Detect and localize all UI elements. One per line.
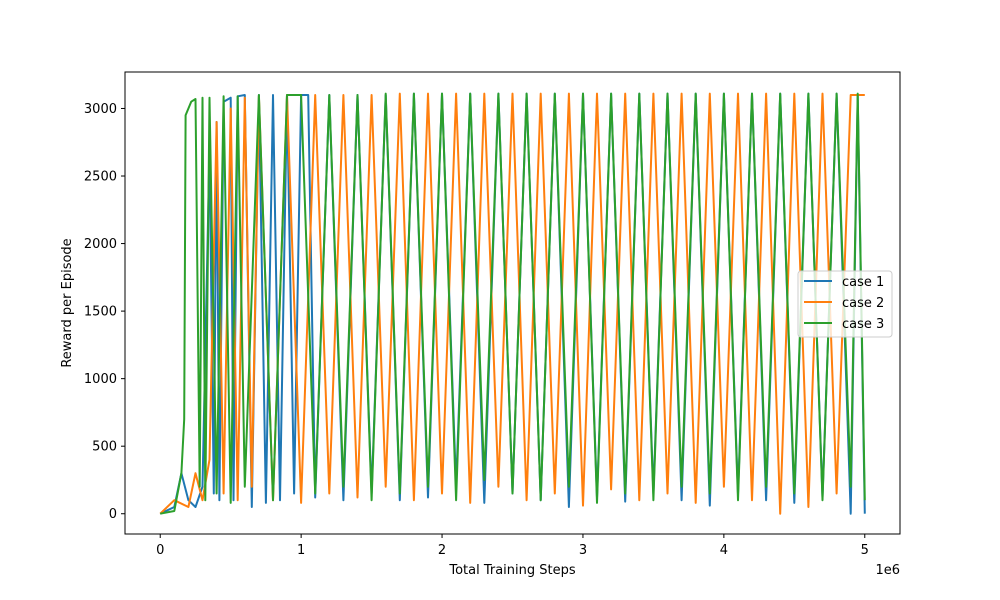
y-tick-label: 3000 [84, 102, 117, 117]
y-axis-ticks: 0 500 1000 1500 2000 2500 3000 [84, 102, 125, 522]
plot-frame [124, 71, 901, 535]
legend-box [797, 270, 893, 338]
x-tick-label: 4 [720, 543, 728, 558]
x-tick-label: 0 [156, 543, 164, 558]
x-axis-offset-label: 1e6 [875, 563, 900, 578]
x-tick-label: 1 [297, 543, 305, 558]
y-tick-label: 2000 [84, 237, 117, 252]
y-tick-label: 2500 [84, 170, 117, 185]
x-tick-label: 2 [438, 543, 446, 558]
x-tick-label: 3 [579, 543, 587, 558]
legend-label-case-1: case 1 [842, 275, 884, 290]
x-axis-ticks: 0 1 2 3 4 5 [156, 534, 869, 558]
y-tick-label: 1500 [84, 305, 117, 320]
legend-label-case-3: case 3 [842, 317, 884, 332]
series-layer [159, 92, 866, 515]
x-axis-label: Total Training Steps [448, 563, 576, 578]
y-tick-label: 0 [109, 507, 117, 522]
legend-label-case-2: case 2 [842, 296, 884, 311]
legend: case 1 case 2 case 3 [797, 270, 893, 338]
y-tick-label: 500 [92, 440, 117, 455]
y-axis-label: Reward per Episode [60, 238, 75, 367]
y-tick-label: 1000 [84, 372, 117, 387]
x-tick-label: 5 [861, 543, 869, 558]
series-line-case-3 [160, 92, 866, 515]
